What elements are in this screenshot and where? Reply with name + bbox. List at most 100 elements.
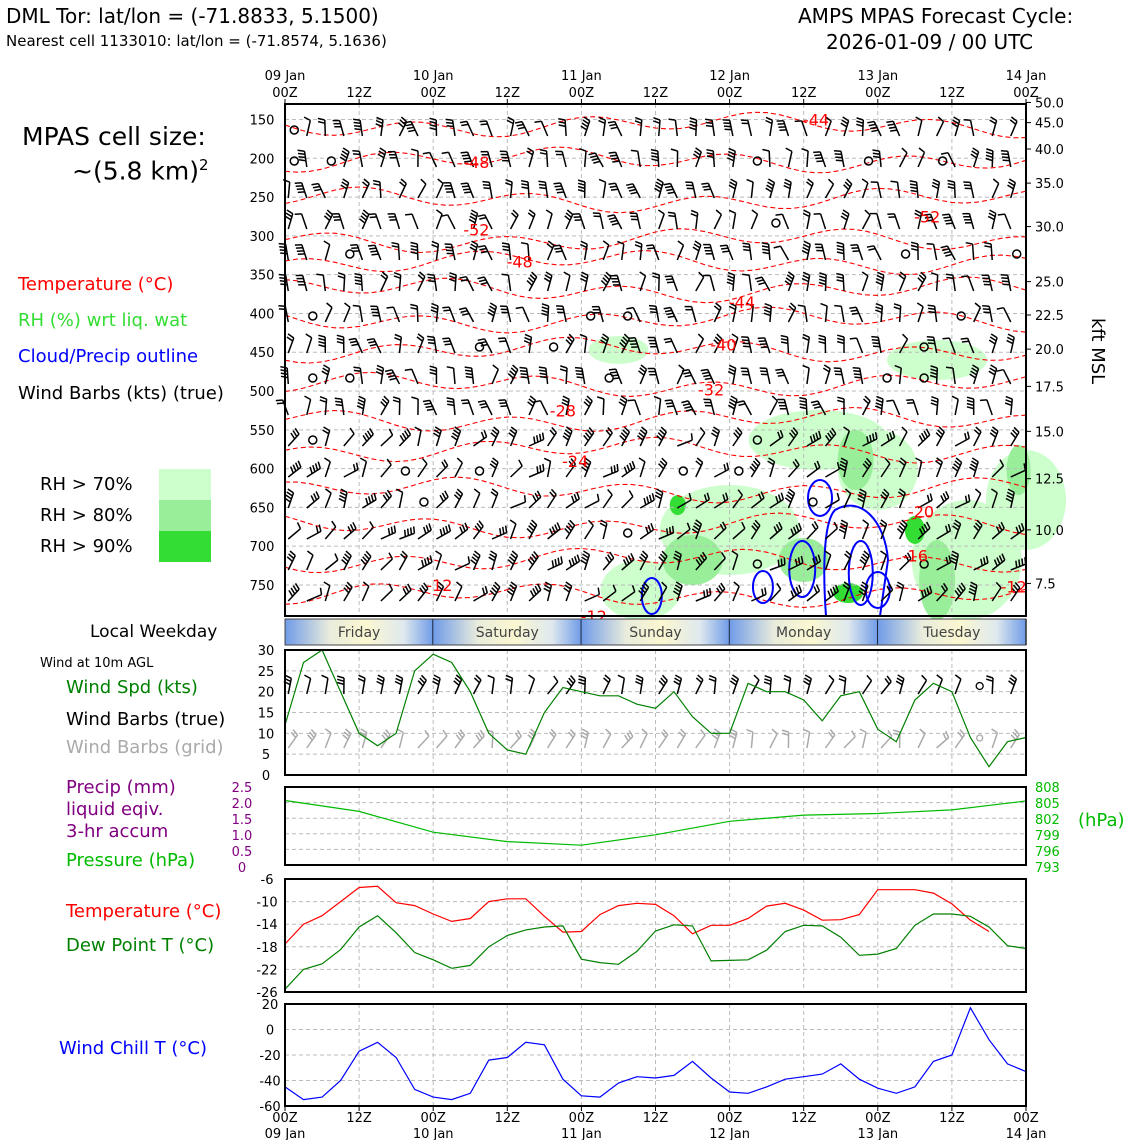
upper-barb-557 <box>973 519 983 540</box>
legend-rh90-label: RH > 90% <box>40 536 133 557</box>
upper-barb-191 <box>850 244 864 261</box>
upper-barb-60-flag-2 <box>651 155 659 159</box>
surface-barb-true-35-flag-0 <box>936 674 943 680</box>
upper-barb-396 <box>951 395 959 416</box>
upper-barb-375-flag-0 <box>562 395 570 400</box>
upper-barb-271-flag-0 <box>849 306 857 310</box>
upper-barb-104-flag-0 <box>730 178 738 184</box>
upper-barb-405-staff <box>380 434 394 447</box>
upper-barb-378-flag-0 <box>620 395 628 401</box>
upper-barb-308-flag-1 <box>802 336 810 341</box>
upper-barb-7-flag-0 <box>404 120 412 124</box>
surface-barb-grid-29 <box>824 729 836 749</box>
upper-barb-334-flag-2 <box>539 372 547 376</box>
upper-barb-639 <box>1010 582 1021 602</box>
upper-barb-434-flag-3 <box>918 435 924 442</box>
upper-barb-531 <box>491 525 508 540</box>
upper-barb-470-flag-3 <box>838 466 846 472</box>
upper-barb-282-flag-2 <box>318 340 326 345</box>
upper-barb-117 <box>963 181 975 199</box>
upper-barb-583-flag-0 <box>720 551 726 559</box>
upper-barb-357 <box>969 364 980 385</box>
upper-barb-413-flag-0 <box>541 432 545 440</box>
surface-barb-grid-26-flag-0 <box>771 728 778 735</box>
kft-tick-1: 45.0 <box>1035 117 1064 132</box>
upper-barb-2 <box>317 117 327 137</box>
upper-barb-2-staff <box>324 119 327 137</box>
upper-barb-583 <box>713 551 726 571</box>
upper-barb-471-flag-2 <box>862 463 869 470</box>
rh-blob-6 <box>887 340 988 380</box>
upper-barb-253 <box>515 306 530 323</box>
surface-barb-true-22-flag-0 <box>697 674 704 681</box>
upper-barb-121-staff <box>300 213 308 230</box>
upper-barb-530 <box>472 520 484 540</box>
upper-barb-441 <box>306 461 322 478</box>
upper-barb-239-flag-1 <box>1001 277 1009 280</box>
upper-barb-558-flag-0 <box>1000 521 1005 529</box>
upper-barb-235 <box>930 272 939 292</box>
upper-barb-247 <box>410 303 419 323</box>
upper-barb-399 <box>1004 395 1014 416</box>
upper-barb-261-flag-2 <box>666 312 674 316</box>
wind-chill-gridlines <box>285 1004 1026 1106</box>
surface-barb-true-16-flag-1 <box>578 678 586 682</box>
upper-barb-148-flag-0 <box>803 209 811 214</box>
upper-barb-364 <box>356 395 366 416</box>
upper-barb-25-staff <box>747 120 753 137</box>
upper-barb-245-staff <box>376 306 382 323</box>
upper-barb-164-flag-2 <box>352 250 360 253</box>
upper-barb-270-flag-0 <box>834 304 842 307</box>
upper-barb-483-flag-0 <box>340 488 348 493</box>
upper-barb-108 <box>806 178 814 199</box>
rh-blob-8 <box>662 535 723 585</box>
upper-barb-368-flag-3 <box>426 408 434 412</box>
upper-barb-205-flag-1 <box>380 274 387 280</box>
upper-barb-150-flag-1 <box>841 212 849 218</box>
upper-barb-93-staff <box>527 181 530 199</box>
surface-barb-true-29-flag-0 <box>828 674 835 681</box>
upper-barb-55-staff <box>561 151 567 168</box>
upper-barb-442-staff <box>324 461 332 478</box>
bottom-date-label-0: 09 Jan <box>265 1127 306 1140</box>
upper-barb-118 <box>991 178 1000 199</box>
upper-barb-209 <box>448 272 457 292</box>
upper-barb-424-flag-1 <box>734 429 741 436</box>
upper-barb-155-flag-2 <box>926 219 934 222</box>
upper-barb-517-staff <box>973 493 982 509</box>
upper-barb-611-flag-3 <box>489 589 496 596</box>
upper-barb-167 <box>410 241 419 261</box>
upper-barb-247-staff <box>416 305 419 323</box>
upper-barb-260-flag-0 <box>648 304 657 307</box>
surface-barb-grid-12-flag-0 <box>516 729 522 737</box>
upper-barb-629-flag-2 <box>829 588 834 596</box>
upper-barb-116-staff <box>953 181 956 199</box>
upper-barb-607-flag-0 <box>423 582 429 589</box>
surface-barb-true-15-flag-1 <box>568 677 574 684</box>
upper-barb-344-flag-2 <box>727 370 735 376</box>
upper-barb-141-flag-0 <box>667 211 675 214</box>
upper-barb-390-flag-1 <box>837 399 845 403</box>
surface-barb-true-34-staff <box>917 680 928 695</box>
upper-barb-237-flag-0 <box>961 275 969 278</box>
upper-barb-616 <box>584 587 601 602</box>
upper-barb-350 <box>833 367 845 385</box>
upper-barb-88 <box>435 178 444 199</box>
upper-barb-412-flag-1 <box>509 429 516 435</box>
upper-barb-581-flag-2 <box>673 556 680 562</box>
bottom-date-label-2: 11 Jan <box>561 1127 602 1140</box>
top-hour-label-4: 00Z <box>569 86 595 101</box>
upper-barb-34-staff <box>917 120 923 137</box>
surface-barb-true-21-flag-0 <box>674 674 682 680</box>
wind-tick-5: 5 <box>262 748 270 763</box>
upper-barb-92-flag-1 <box>505 182 513 187</box>
upper-barb-50-flag-0 <box>460 151 468 154</box>
upper-barb-16-flag-0 <box>583 116 591 122</box>
upper-barb-343-flag-2 <box>703 374 711 378</box>
upper-barb-324-flag-0 <box>353 366 361 369</box>
upper-barb-252 <box>499 305 512 323</box>
upper-barb-568-staff <box>435 554 443 571</box>
upper-barb-545-flag-2 <box>751 525 758 532</box>
temp-label-10: -20 <box>908 502 934 521</box>
upper-barb-265 <box>746 302 754 323</box>
